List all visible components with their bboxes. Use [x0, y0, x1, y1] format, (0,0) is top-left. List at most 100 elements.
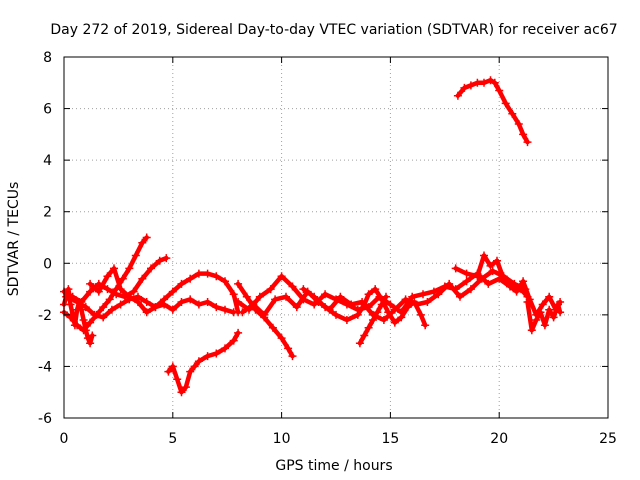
data-point-plus [66, 313, 75, 322]
data-point-plus [360, 300, 369, 309]
series-trace-m [523, 298, 565, 335]
data-point-plus [556, 308, 565, 317]
series-trace-j [299, 285, 430, 330]
data-point-plus [401, 295, 410, 304]
data-point-plus [203, 298, 212, 306]
data-point-plus [379, 316, 388, 324]
data-point-plus [164, 367, 173, 376]
data-point-plus [229, 336, 238, 345]
data-point-plus [125, 264, 134, 273]
data-point-plus [445, 279, 454, 288]
data-point-plus [234, 279, 243, 288]
data-point-plus [203, 352, 212, 361]
data-point-plus [545, 305, 554, 314]
data-point-plus [466, 285, 475, 294]
x-tick-label: 5 [168, 431, 177, 447]
data-point-plus [523, 298, 532, 306]
data-point-plus [536, 308, 545, 317]
data-point-plus [282, 292, 290, 301]
data-point-plus [382, 292, 390, 301]
series-trace-l [451, 251, 565, 319]
data-point-plus [499, 274, 508, 283]
x-tick-label: 20 [490, 431, 508, 447]
data-point-plus [186, 367, 195, 376]
data-point-plus [419, 290, 427, 299]
y-tick-label: 2 [43, 205, 52, 221]
data-point-plus [142, 308, 151, 317]
data-point-plus [131, 251, 140, 260]
data-point-plus [480, 78, 488, 87]
data-point-plus [410, 298, 419, 306]
data-point-plus [151, 303, 160, 312]
series-trace-f [164, 328, 243, 397]
data-point-plus [116, 300, 125, 309]
data-point-plus [177, 279, 186, 288]
data-point-plus [453, 91, 462, 100]
data-point-plus [549, 313, 558, 322]
series-trace-d [86, 264, 243, 317]
data-point-plus [429, 287, 438, 296]
y-tick-label: 0 [43, 256, 52, 272]
x-tick-label: 15 [381, 431, 399, 447]
data-point-plus [112, 290, 121, 299]
data-point-plus [490, 78, 499, 87]
data-point-plus [212, 349, 221, 358]
data-point-plus [523, 138, 532, 147]
data-point-plus [194, 269, 203, 278]
data-point-plus [501, 99, 510, 108]
data-point-plus [181, 383, 190, 392]
data-point-plus [364, 290, 373, 299]
data-point-plus [138, 274, 147, 283]
plot-frame [63, 56, 609, 419]
data-point-plus [234, 328, 243, 337]
data-point-plus [397, 313, 406, 322]
data-point-plus [480, 251, 488, 260]
data-point-plus [79, 326, 88, 335]
series-trace-e [64, 292, 238, 322]
series-trace-g [234, 279, 297, 361]
data-point-plus [386, 300, 395, 309]
data-point-plus [390, 305, 399, 314]
data-point-plus [373, 308, 382, 317]
data-point-plus [116, 285, 125, 294]
data-point-plus [540, 321, 549, 330]
data-point-plus [173, 375, 182, 384]
data-point-plus [238, 308, 247, 317]
data-point-plus [408, 292, 417, 301]
data-point-plus [88, 331, 97, 340]
data-point-plus [488, 267, 497, 275]
data-point-plus [86, 287, 95, 296]
series-trace-n [453, 76, 532, 147]
series-line [453, 253, 563, 318]
data-point-plus [486, 261, 495, 270]
data-point-plus [260, 310, 269, 319]
data-point-plus [103, 285, 112, 294]
chart-title: Day 272 of 2019, Sidereal Day-to-day VTE… [50, 22, 617, 38]
data-point-plus [484, 279, 493, 288]
data-point-plus [81, 303, 90, 312]
y-tick-label: 8 [43, 50, 52, 66]
series-line [235, 281, 295, 359]
data-point-plus [64, 292, 73, 301]
data-point-plus [110, 264, 118, 273]
data-point-plus [493, 256, 501, 265]
data-point-plus [73, 298, 82, 306]
data-point-plus [538, 300, 547, 309]
data-point-plus [510, 279, 519, 288]
data-point-plus [142, 233, 151, 242]
data-point-plus [299, 285, 308, 294]
data-point-plus [486, 76, 495, 85]
data-point-plus [421, 321, 430, 330]
y-axis-label: SDTVAR / TECUs [6, 182, 22, 297]
data-point-plus [355, 339, 364, 348]
data-point-plus [266, 285, 275, 294]
data-point-plus [554, 300, 562, 309]
data-point-plus [142, 298, 151, 306]
series-trace-k [355, 292, 390, 348]
series-line [61, 235, 149, 333]
data-point-plus [99, 313, 108, 322]
data-point-plus [162, 254, 171, 263]
data-point-plus [242, 292, 251, 301]
data-point-plus [134, 292, 142, 301]
